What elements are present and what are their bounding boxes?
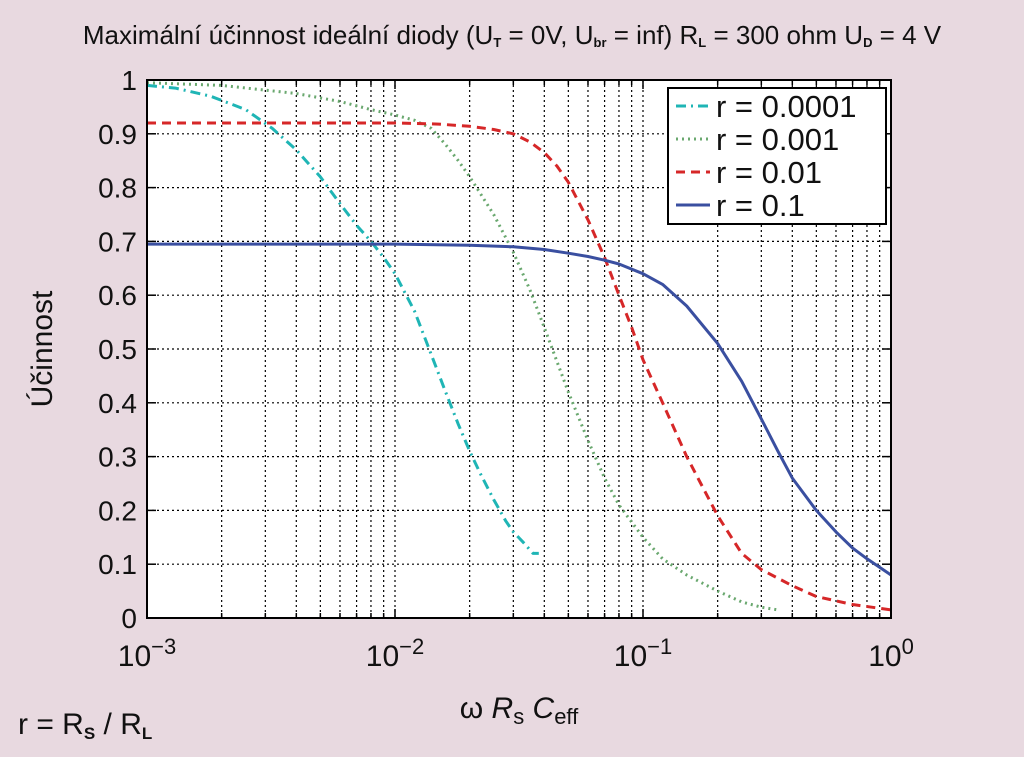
legend-label: r = 0.01 — [716, 155, 822, 190]
y-axis-label: Účinnost — [26, 290, 59, 407]
y-tick-label: 0.8 — [98, 173, 137, 204]
y-tick-label: 0.5 — [98, 334, 137, 365]
y-tick-label: 0.6 — [98, 280, 137, 311]
legend-label: r = 0.001 — [716, 122, 839, 157]
y-tick-label: 0.7 — [98, 226, 137, 257]
chart-title: Maximální účinnost ideální diody (UT = 0… — [82, 20, 942, 50]
y-tick-label: 0 — [121, 603, 137, 634]
x-tick-label: 10−3 — [118, 634, 176, 673]
series-line-4 — [147, 242, 892, 577]
y-tick-label: 0.2 — [98, 495, 137, 526]
series-line-1 — [146, 83, 539, 555]
y-tick-label: 0.1 — [98, 549, 137, 580]
legend-label: r = 0.1 — [716, 188, 805, 223]
series-line-3 — [147, 121, 892, 612]
x-axis-label: ω Rs Ceff — [460, 692, 579, 729]
series-lines — [146, 81, 892, 612]
axis-ticks: 0 0.1 0.2 0.3 0.4 0.5 0.6 0.7 0.8 0.9 1 10−3 10−2 10−… — [98, 65, 914, 673]
x-tick-label: 10−2 — [366, 634, 424, 673]
y-tick-label: 0.4 — [98, 388, 137, 419]
legend-label: r = 0.0001 — [716, 89, 856, 124]
legend-box — [667, 87, 887, 225]
y-tick-label: 0.9 — [98, 119, 137, 150]
y-tick-label: 0.3 — [98, 442, 137, 473]
footer-note: r = RS / RL — [18, 708, 153, 743]
x-tick-label: 10−1 — [614, 634, 672, 673]
x-tick-label: 100 — [868, 634, 914, 673]
y-tick-label: 1 — [121, 65, 137, 96]
